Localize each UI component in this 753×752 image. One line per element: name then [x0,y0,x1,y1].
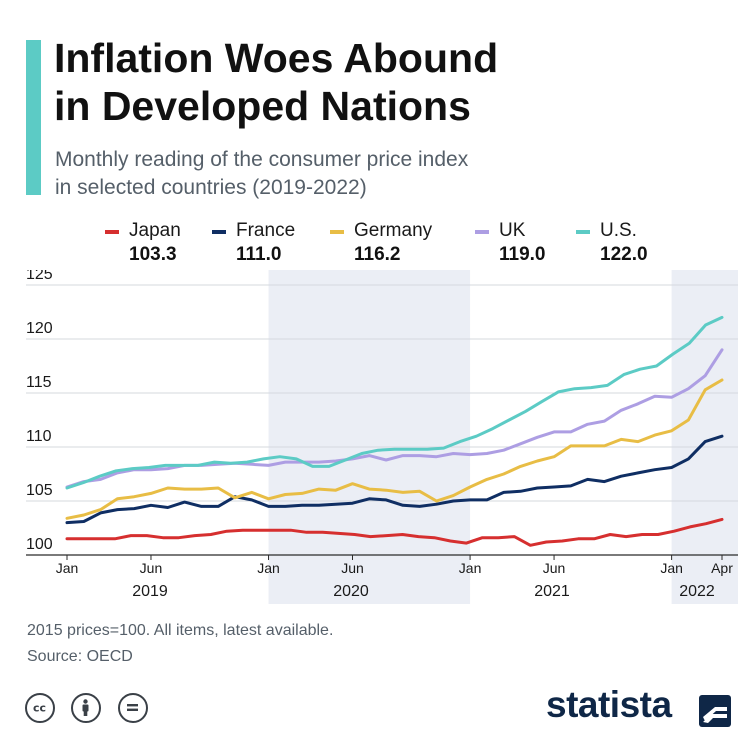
legend-swatch [576,230,590,234]
svg-text:cc: cc [33,702,46,715]
y-tick-label: 125 [26,270,53,283]
accent-bar [26,40,41,195]
legend-label: Japan [129,220,181,241]
legend-latest-value: 103.3 [129,244,177,265]
x-tick-label: Jun [341,560,364,576]
series-line-japan [65,517,724,547]
creative-commons-icon[interactable]: cc [25,693,55,723]
shaded-year-band [268,270,471,604]
x-tick-label: Jan [257,560,280,576]
subtitle-line-2: in selected countries (2019-2022) [55,176,367,199]
statista-logo-text[interactable]: statista [546,684,672,725]
legend-swatch [105,230,119,234]
legend-label: U.S. [600,220,637,241]
cpi-line-chart: 100 105 110 115 120 125 Jan Jun Jan Jun Jan Jun Jan A… [26,270,738,604]
legend-label: Germany [354,220,433,241]
x-tick-label: Jan [56,560,79,576]
source-note: Source: OECD [27,648,133,665]
legend-label: France [236,220,296,241]
x-tick-label: Jun [140,560,163,576]
y-tick-label: 120 [26,320,53,337]
legend-latest-value: 122.0 [600,244,648,265]
no-derivatives-icon[interactable] [117,693,148,723]
legend-latest-value: 119.0 [499,244,546,265]
page-title: Inflation Woes Abound in Developed Natio… [54,34,714,130]
license-icons: cc [25,693,160,723]
x-tick-label: Jan [660,560,683,576]
title-line-1: Inflation Woes Abound [54,35,499,81]
y-tick-label: 110 [26,428,52,445]
legend-latest-value: 116.2 [354,244,401,265]
title-line-2: in Developed Nations [54,83,471,129]
y-tick-label: 100 [26,536,53,553]
x-tick-label: Jun [543,560,566,576]
legend-swatch [212,230,226,234]
y-tick-label: 115 [26,374,52,391]
subtitle-line-1: Monthly reading of the consumer price in… [55,148,469,171]
legend-label: UK [499,220,526,241]
legend-swatch [475,230,489,234]
statista-logo-icon [699,695,731,727]
series-line-us [65,315,724,490]
year-label: 2021 [534,583,570,600]
legend-swatch [330,230,344,234]
y-tick-label: 105 [26,482,53,499]
year-label: 2019 [132,583,168,600]
attribution-icon[interactable] [71,693,102,723]
footnote: 2015 prices=100. All items, latest avail… [27,622,334,639]
legend-latest-value: 111.0 [236,244,282,265]
x-tick-label: Jan [459,560,482,576]
year-label: 2022 [679,583,715,600]
series-line-germany [65,378,724,520]
subtitle: Monthly reading of the consumer price in… [55,146,695,202]
series-line-uk [65,348,724,489]
shaded-year-band [671,270,738,604]
x-tick-label: Apr [711,560,733,576]
year-label: 2020 [333,583,369,600]
series-line-france [65,434,724,525]
